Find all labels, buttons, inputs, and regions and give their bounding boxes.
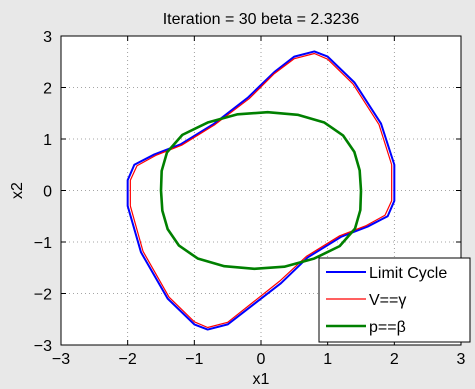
chart-title: Iteration = 30 beta = 2.3236: [163, 11, 360, 28]
x-tick-label: 1: [323, 351, 332, 368]
y-tick-label: 2: [43, 81, 52, 98]
series-line-3: [159, 110, 363, 271]
y-tick-label: −2: [34, 287, 52, 304]
y-axis-label: x2: [9, 182, 26, 199]
series-line-2: [129, 52, 393, 329]
y-tick-label: −1: [34, 235, 52, 252]
x-tick-label: −3: [52, 351, 70, 368]
legend-label: Limit Cycle: [369, 265, 447, 282]
y-tick-label: 1: [43, 132, 52, 149]
legend-label: p==β: [369, 319, 406, 336]
x-tick-label: −2: [119, 351, 137, 368]
series-line-1: [126, 50, 396, 331]
x-tick-label: −1: [185, 351, 203, 368]
y-tick-label: 0: [43, 184, 52, 201]
legend-label: V==γ: [369, 292, 406, 309]
x-tick-label: 3: [457, 351, 466, 368]
x-tick-label: 0: [257, 351, 266, 368]
series-layer: [126, 50, 396, 331]
y-tick-label: −3: [34, 338, 52, 355]
y-tick-label: 3: [43, 29, 52, 46]
x-axis-label: x1: [253, 371, 270, 388]
tick-layer: −3 −2 −1 0 1 2 3 −3 −2 −1 0 1 2 3: [34, 29, 466, 368]
legend: Limit Cycle V==γ p==β: [318, 257, 471, 343]
x-tick-label: 2: [390, 351, 399, 368]
